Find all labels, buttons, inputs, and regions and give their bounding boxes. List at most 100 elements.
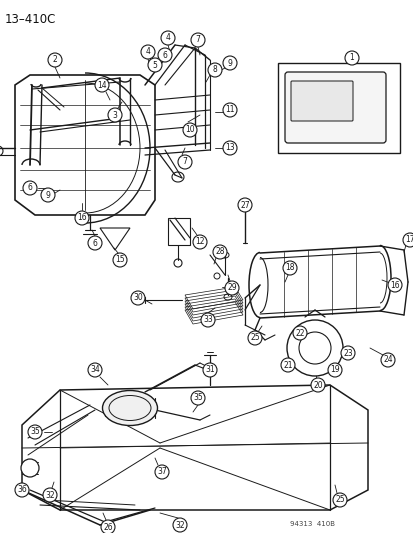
Text: 14: 14 [97, 80, 107, 90]
Circle shape [95, 78, 109, 92]
Circle shape [387, 278, 401, 292]
Text: 6: 6 [162, 51, 167, 60]
Text: 5: 5 [152, 61, 157, 69]
Circle shape [237, 198, 252, 212]
Text: 24: 24 [382, 356, 392, 365]
Text: 26: 26 [103, 522, 112, 531]
Text: 7: 7 [182, 157, 187, 166]
Text: 4: 4 [145, 47, 150, 56]
Circle shape [202, 363, 216, 377]
Ellipse shape [102, 391, 157, 425]
Text: 9: 9 [45, 190, 50, 199]
Text: 35: 35 [30, 427, 40, 437]
Circle shape [327, 363, 341, 377]
Text: 16: 16 [389, 280, 399, 289]
Circle shape [286, 320, 342, 376]
Circle shape [190, 391, 204, 405]
FancyBboxPatch shape [284, 72, 385, 143]
Text: 37: 37 [157, 467, 166, 477]
Circle shape [340, 346, 354, 360]
Circle shape [212, 245, 226, 259]
Circle shape [88, 236, 102, 250]
Circle shape [101, 520, 115, 533]
Text: 13–410C: 13–410C [5, 13, 56, 26]
Text: 30: 30 [133, 294, 142, 303]
Circle shape [75, 211, 89, 225]
Text: 4: 4 [165, 34, 170, 43]
Circle shape [282, 261, 296, 275]
Text: 23: 23 [342, 349, 352, 358]
Text: 11: 11 [225, 106, 234, 115]
Text: 25: 25 [335, 496, 344, 505]
Circle shape [28, 425, 42, 439]
Circle shape [158, 48, 171, 62]
Circle shape [223, 103, 236, 117]
Text: 94313  410B: 94313 410B [289, 521, 334, 527]
Circle shape [23, 181, 37, 195]
Text: 16: 16 [77, 214, 87, 222]
Circle shape [224, 281, 238, 295]
Text: 10: 10 [185, 125, 195, 134]
Text: 34: 34 [90, 366, 100, 375]
Circle shape [344, 51, 358, 65]
Circle shape [15, 483, 29, 497]
Circle shape [380, 353, 394, 367]
Text: 6: 6 [93, 238, 97, 247]
Circle shape [108, 108, 122, 122]
Text: 28: 28 [215, 247, 224, 256]
Circle shape [141, 45, 154, 59]
Text: 29: 29 [227, 284, 236, 293]
Circle shape [131, 291, 145, 305]
Circle shape [154, 465, 169, 479]
Circle shape [292, 326, 306, 340]
Circle shape [402, 233, 413, 247]
Text: 12: 12 [195, 238, 204, 246]
Text: 3: 3 [112, 110, 117, 119]
Circle shape [113, 253, 127, 267]
Circle shape [48, 53, 62, 67]
Bar [277, 63, 399, 153]
Circle shape [207, 63, 221, 77]
Text: 7: 7 [195, 36, 200, 44]
Circle shape [161, 31, 175, 45]
Circle shape [280, 358, 294, 372]
Circle shape [192, 235, 206, 249]
Text: 6: 6 [28, 183, 32, 192]
Text: 21: 21 [282, 360, 292, 369]
Text: 18: 18 [285, 263, 294, 272]
Text: 19: 19 [330, 366, 339, 375]
Text: 32: 32 [45, 490, 55, 499]
Text: 27: 27 [240, 200, 249, 209]
Circle shape [201, 313, 214, 327]
Circle shape [332, 493, 346, 507]
Circle shape [178, 155, 192, 169]
Text: 22: 22 [294, 328, 304, 337]
Circle shape [43, 488, 57, 502]
Text: 20: 20 [312, 381, 322, 390]
Circle shape [310, 378, 324, 392]
Circle shape [223, 141, 236, 155]
Text: 15: 15 [115, 255, 124, 264]
Circle shape [190, 33, 204, 47]
Circle shape [41, 188, 55, 202]
Text: 33: 33 [203, 316, 212, 325]
Text: 9: 9 [227, 59, 232, 68]
Text: 1: 1 [349, 53, 354, 62]
Text: 17: 17 [404, 236, 413, 245]
Text: 35: 35 [192, 393, 202, 402]
Text: 13: 13 [225, 143, 234, 152]
Text: 8: 8 [212, 66, 217, 75]
Circle shape [223, 56, 236, 70]
Circle shape [21, 459, 39, 477]
Text: 32: 32 [175, 521, 184, 529]
Text: 31: 31 [205, 366, 214, 375]
Text: 2: 2 [52, 55, 57, 64]
FancyBboxPatch shape [290, 81, 352, 121]
Circle shape [88, 363, 102, 377]
Circle shape [147, 58, 161, 72]
Circle shape [183, 123, 197, 137]
Circle shape [247, 331, 261, 345]
Text: 36: 36 [17, 486, 27, 495]
Circle shape [173, 518, 187, 532]
Text: 25: 25 [249, 334, 259, 343]
